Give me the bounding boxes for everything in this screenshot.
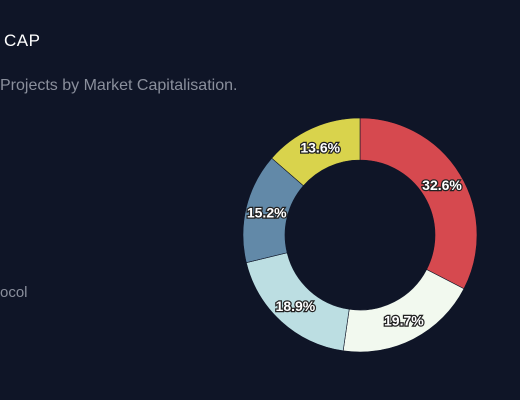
slice-label-3: 18.9%: [276, 298, 316, 314]
chart-subtitle: Projects by Market Capitalisation.: [0, 77, 238, 94]
donut-slice-5[interactable]: [271, 117, 361, 187]
donut-labels: 32.6% 19.7% 18.9% 15.2% 13.6%: [246, 138, 464, 329]
slice-label-2: 19.7%: [384, 312, 424, 328]
legend-item-label[interactable]: ocol: [0, 284, 28, 301]
slice-label-1: 32.6%: [422, 177, 462, 193]
donut-slices: [242, 117, 478, 353]
slice-label-5: 13.6%: [300, 140, 340, 156]
donut-slice-1[interactable]: [359, 117, 478, 290]
donut-slice-2[interactable]: [342, 269, 465, 353]
slice-label-4: 15.2%: [247, 204, 287, 220]
chart-title: CAP: [4, 31, 41, 50]
